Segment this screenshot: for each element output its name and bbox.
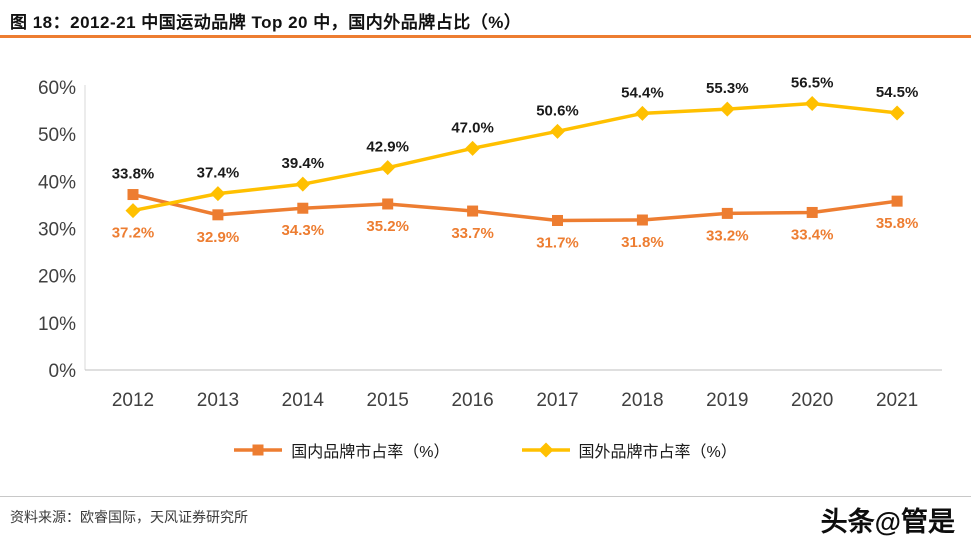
data-label: 37.2%	[112, 225, 155, 242]
legend-label: 国外品牌市占率（%）	[578, 444, 737, 461]
square-marker	[552, 214, 563, 226]
data-label: 31.7%	[536, 234, 579, 251]
x-tick-label: 2012	[112, 390, 154, 411]
square-marker	[382, 198, 394, 210]
title-underline	[0, 35, 971, 38]
data-label: 56.5%	[791, 75, 834, 92]
x-tick-label: 2014	[282, 390, 325, 411]
x-tick-label: 2020	[791, 390, 833, 411]
data-label: 47.0%	[451, 119, 494, 136]
square-marker	[127, 189, 139, 201]
data-label: 33.7%	[451, 225, 494, 242]
x-tick-label: 2016	[451, 390, 493, 411]
y-tick-label: 0%	[49, 361, 77, 382]
diamond-marker	[550, 123, 565, 139]
square-marker	[636, 214, 648, 226]
diamond-marker	[465, 140, 481, 156]
chart-legend: 国内品牌市占率（%） 国外品牌市占率（%）	[0, 438, 971, 462]
diamond-marker	[125, 203, 141, 219]
diamond-marker	[380, 160, 396, 176]
watermark: 头条@管是	[820, 507, 955, 537]
data-label: 35.2%	[366, 218, 409, 235]
y-tick-label: 40%	[38, 172, 76, 193]
square-marker	[297, 202, 309, 214]
diamond-marker	[210, 186, 226, 202]
y-tick-label: 30%	[38, 220, 76, 241]
square-marker	[212, 209, 224, 221]
data-label: 42.9%	[366, 139, 409, 156]
diamond-marker	[634, 105, 650, 121]
legend-marker-square	[234, 444, 283, 456]
footer-divider	[0, 496, 971, 497]
diamond-marker	[295, 176, 311, 192]
y-tick-label: 10%	[38, 314, 76, 335]
source-note: 资料来源：欧睿国际，天风证券研究所	[10, 509, 248, 525]
x-tick-label: 2015	[367, 390, 409, 411]
x-tick-label: 2019	[706, 390, 748, 411]
data-label: 33.8%	[112, 166, 155, 183]
data-label: 31.8%	[621, 234, 664, 251]
x-tick-label: 2013	[197, 390, 239, 411]
data-label: 35.8%	[876, 215, 919, 232]
data-label: 55.3%	[706, 80, 749, 97]
legend-item: 国内品牌市占率（%）	[234, 438, 450, 462]
y-tick-label: 20%	[38, 267, 76, 288]
x-tick-label: 2018	[621, 390, 663, 411]
figure-title: 图 18：2012-21 中国运动品牌 Top 20 中，国内外品牌占比（%）	[10, 13, 522, 32]
y-tick-label: 50%	[38, 125, 76, 146]
data-label: 50.6%	[536, 102, 579, 119]
square-marker	[806, 206, 818, 218]
square-marker	[891, 195, 903, 207]
y-tick-label: 60%	[38, 78, 76, 99]
series-line	[132, 101, 898, 213]
data-label: 32.9%	[197, 229, 240, 246]
legend-item: 国外品牌市占率（%）	[521, 438, 737, 462]
data-label: 33.4%	[791, 226, 834, 243]
diamond-marker	[804, 96, 820, 112]
data-label: 54.4%	[621, 84, 664, 101]
x-tick-label: 2021	[876, 390, 918, 411]
x-tick-label: 2017	[536, 390, 578, 411]
data-label: 33.2%	[706, 227, 749, 244]
line-chart: 0% 10% 20% 30% 40% 50% 60% 2012 2013 2014 2015 2016…	[38, 75, 942, 411]
square-marker	[467, 205, 479, 217]
diamond-marker	[719, 101, 735, 117]
data-label: 54.5%	[876, 84, 919, 101]
diamond-marker	[889, 105, 905, 121]
data-label: 39.4%	[282, 155, 325, 172]
data-label: 37.4%	[197, 165, 240, 182]
data-label: 34.3%	[282, 222, 325, 239]
legend-label: 国内品牌市占率（%）	[291, 444, 450, 461]
legend-marker-diamond	[521, 442, 570, 458]
series-line	[132, 192, 898, 223]
square-marker	[721, 207, 733, 219]
